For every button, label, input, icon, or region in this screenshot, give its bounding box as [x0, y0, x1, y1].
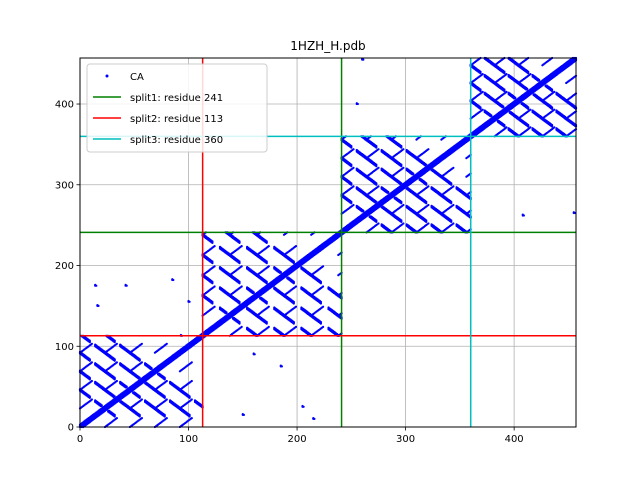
contact-point — [189, 414, 191, 416]
contact-point — [164, 395, 166, 397]
contact-point — [114, 395, 116, 397]
contact-point — [164, 414, 166, 416]
contact-point — [89, 340, 91, 342]
contact-point — [116, 343, 118, 345]
contact-point — [139, 377, 141, 379]
contact-point — [114, 340, 116, 342]
contact-point — [141, 417, 143, 419]
contact-point — [116, 380, 118, 382]
contact-point — [238, 321, 240, 323]
contact-point — [139, 395, 141, 397]
contact-point — [141, 398, 143, 400]
contact-point — [191, 361, 193, 363]
contact-point — [293, 321, 295, 323]
contact-point — [116, 417, 118, 419]
contact-point — [91, 343, 93, 345]
contact-point — [116, 361, 118, 363]
contact-point — [91, 361, 93, 363]
contact-point — [139, 358, 141, 360]
contact-point — [166, 343, 168, 345]
contact-point — [189, 395, 191, 397]
contact-point — [114, 358, 116, 360]
contact-point — [225, 311, 227, 313]
contact-point — [101, 404, 103, 406]
contact-point — [114, 377, 116, 379]
contact-point — [191, 417, 193, 419]
chart-title: 1HZH_H.pdb — [290, 39, 365, 53]
contact-point — [91, 380, 93, 382]
contact-point — [91, 398, 93, 400]
contact-point — [238, 301, 240, 303]
contact-point — [166, 417, 168, 419]
contact-point — [89, 395, 91, 397]
contact-point — [211, 281, 213, 283]
contact-point — [151, 367, 153, 369]
contact-point — [253, 291, 255, 293]
contact-point — [126, 386, 128, 388]
contact-point — [166, 380, 168, 382]
contact-point — [238, 281, 240, 283]
contact-point — [139, 414, 141, 416]
contact-point — [266, 301, 268, 303]
contact-point — [89, 377, 91, 379]
contact-point — [266, 321, 268, 323]
contact-point — [89, 358, 91, 360]
contact-point — [191, 398, 193, 400]
contact-point — [164, 377, 166, 379]
contact-point — [141, 343, 143, 345]
contact-point — [191, 380, 193, 382]
contact-point — [114, 414, 116, 416]
contact-point — [211, 260, 213, 262]
contact-point — [166, 398, 168, 400]
contact-point — [211, 301, 213, 303]
contact-point — [141, 361, 143, 363]
